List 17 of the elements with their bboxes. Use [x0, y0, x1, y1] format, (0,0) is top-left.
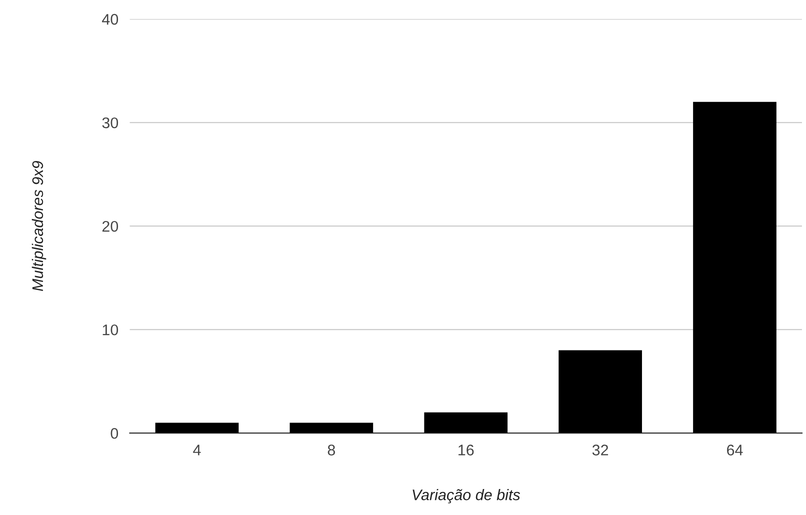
y-tick-label: 40: [102, 14, 118, 25]
bar: [424, 412, 508, 434]
x-tick-label: 4: [193, 444, 201, 456]
x-tick-label: 64: [727, 444, 743, 456]
bar: [693, 102, 776, 434]
bar: [290, 422, 374, 434]
x-tick-label: 32: [592, 444, 608, 456]
x-tick-label: 16: [458, 444, 474, 456]
y-axis-title: Multiplicadores 9x9: [32, 161, 46, 291]
y-tick-label: 10: [102, 324, 118, 336]
bar: [558, 350, 642, 434]
y-tick-label: 0: [110, 428, 118, 439]
bar: [155, 422, 239, 434]
y-tick-label: 20: [102, 220, 118, 232]
x-axis-title: Variação de bits: [412, 489, 520, 504]
y-tick-label: 30: [102, 117, 118, 128]
x-tick-label: 8: [328, 444, 336, 456]
